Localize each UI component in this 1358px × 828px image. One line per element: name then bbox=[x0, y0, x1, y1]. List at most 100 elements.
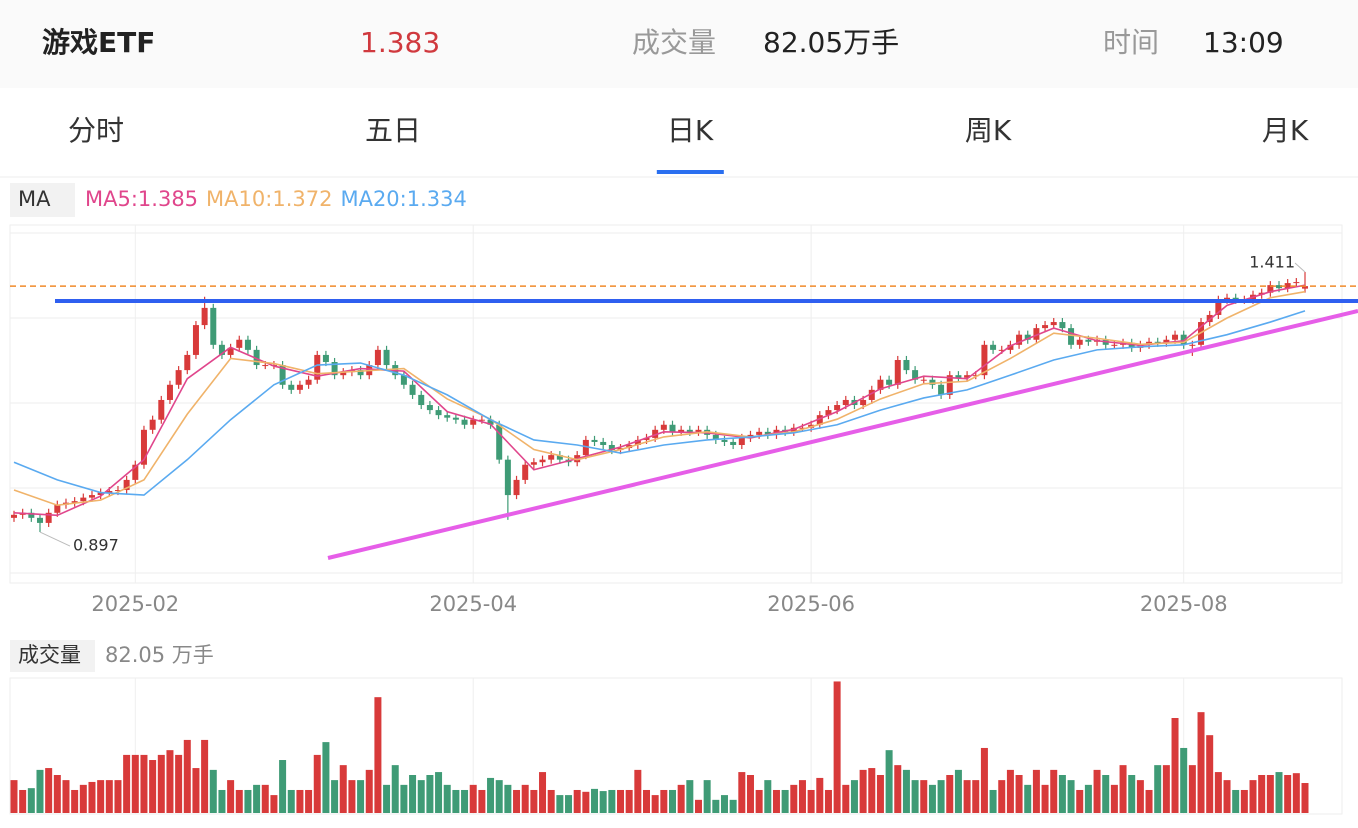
volume-bar bbox=[409, 775, 417, 813]
volume-bar bbox=[712, 799, 720, 813]
volume-bar bbox=[617, 789, 625, 813]
volume-bar bbox=[556, 795, 564, 813]
legend-title: MA bbox=[18, 187, 51, 211]
candle-body bbox=[1189, 344, 1196, 346]
volume-bar bbox=[10, 780, 18, 813]
tab[interactable]: 月K bbox=[1262, 114, 1309, 147]
volume-bar bbox=[824, 789, 832, 813]
volume-bar bbox=[694, 799, 702, 813]
candle-body bbox=[1016, 334, 1023, 345]
volume-bar bbox=[253, 784, 261, 813]
candle-body bbox=[383, 349, 390, 366]
volume-bar bbox=[1180, 747, 1188, 813]
candle-body bbox=[114, 490, 121, 492]
volume-bar bbox=[1067, 780, 1075, 813]
candle-body bbox=[643, 437, 650, 440]
candle-body bbox=[998, 349, 1005, 351]
volume-bar bbox=[391, 765, 399, 813]
max-label: 1.411 bbox=[1249, 252, 1295, 271]
candle-body bbox=[253, 349, 260, 366]
volume-bar bbox=[478, 789, 486, 813]
candle-body bbox=[45, 512, 52, 523]
candle-body bbox=[764, 431, 771, 435]
volume-bar bbox=[123, 754, 131, 813]
candle-body bbox=[816, 415, 823, 425]
volume-bar bbox=[105, 780, 113, 813]
candle-body bbox=[426, 405, 433, 411]
candle-body bbox=[1033, 328, 1040, 340]
volume-bar bbox=[946, 775, 954, 813]
candle-body bbox=[712, 434, 719, 440]
volume-bar bbox=[1232, 789, 1240, 813]
max-leader bbox=[1294, 262, 1306, 273]
volume-bar bbox=[842, 784, 850, 813]
candle-body bbox=[400, 375, 407, 385]
candle-body bbox=[721, 439, 728, 442]
candle-body bbox=[634, 439, 641, 445]
tab[interactable]: 五日 bbox=[365, 114, 421, 147]
candle-body bbox=[175, 370, 182, 385]
x-tick-label: 2025-02 bbox=[91, 592, 179, 616]
min-leader bbox=[39, 531, 71, 547]
volume-bar bbox=[972, 780, 980, 813]
candle-body bbox=[1076, 339, 1083, 345]
volume-bar bbox=[1258, 775, 1266, 813]
candle-body bbox=[756, 431, 763, 435]
volume-bar bbox=[720, 795, 728, 813]
candle-body bbox=[262, 365, 269, 367]
tab[interactable]: 日K bbox=[667, 114, 714, 147]
legend-entry: MA5:1.385 bbox=[85, 187, 198, 211]
tab[interactable]: 周K bbox=[965, 114, 1012, 147]
candle-body bbox=[140, 429, 147, 465]
candle-body bbox=[357, 370, 364, 376]
candle-body bbox=[305, 379, 312, 385]
volume-bar bbox=[530, 789, 538, 813]
candle-body bbox=[1007, 344, 1014, 350]
volume-bar bbox=[244, 789, 252, 813]
candle-body bbox=[938, 384, 945, 395]
volume-bar bbox=[894, 765, 902, 813]
volume-bar bbox=[902, 769, 910, 813]
volume-bar bbox=[1110, 784, 1118, 813]
volume-bar bbox=[781, 789, 789, 813]
volume-bar bbox=[53, 775, 61, 813]
volume-bar bbox=[227, 780, 235, 813]
volume-bar bbox=[755, 789, 763, 813]
volume-bar bbox=[149, 760, 157, 813]
candle-body bbox=[591, 439, 598, 442]
volume-bar bbox=[746, 775, 754, 813]
candle-body bbox=[322, 354, 329, 363]
candle-body bbox=[1068, 328, 1075, 345]
x-tick-label: 2025-06 bbox=[767, 592, 855, 616]
candle-body bbox=[539, 459, 546, 463]
volume-bar bbox=[1136, 780, 1144, 813]
candle-body bbox=[912, 370, 919, 380]
tab-underline bbox=[656, 170, 724, 174]
candle-body bbox=[279, 365, 286, 385]
volume-bar bbox=[36, 769, 44, 813]
candle-body bbox=[314, 354, 321, 380]
volume-bar bbox=[1275, 772, 1283, 813]
candle-body bbox=[608, 444, 615, 451]
volume-bar bbox=[738, 772, 746, 813]
volume-bar bbox=[461, 789, 469, 813]
candle-body bbox=[496, 424, 503, 460]
candle-body bbox=[149, 419, 156, 430]
candle-body bbox=[678, 429, 685, 432]
volume-bar bbox=[19, 789, 27, 813]
volume-bar bbox=[322, 742, 330, 813]
candle-body bbox=[452, 417, 459, 420]
volume-bar bbox=[1284, 775, 1292, 813]
candle-body bbox=[652, 429, 659, 438]
volume-bar bbox=[1058, 775, 1066, 813]
volume-bar bbox=[1266, 775, 1274, 813]
volume-frame bbox=[9, 677, 1343, 815]
candle-body bbox=[929, 379, 936, 385]
candle-body bbox=[54, 504, 61, 513]
candle-body bbox=[331, 362, 338, 376]
candle-body bbox=[730, 441, 737, 445]
candle-body bbox=[11, 514, 17, 518]
volume-bar bbox=[131, 754, 139, 813]
tab[interactable]: 分时 bbox=[68, 114, 124, 147]
